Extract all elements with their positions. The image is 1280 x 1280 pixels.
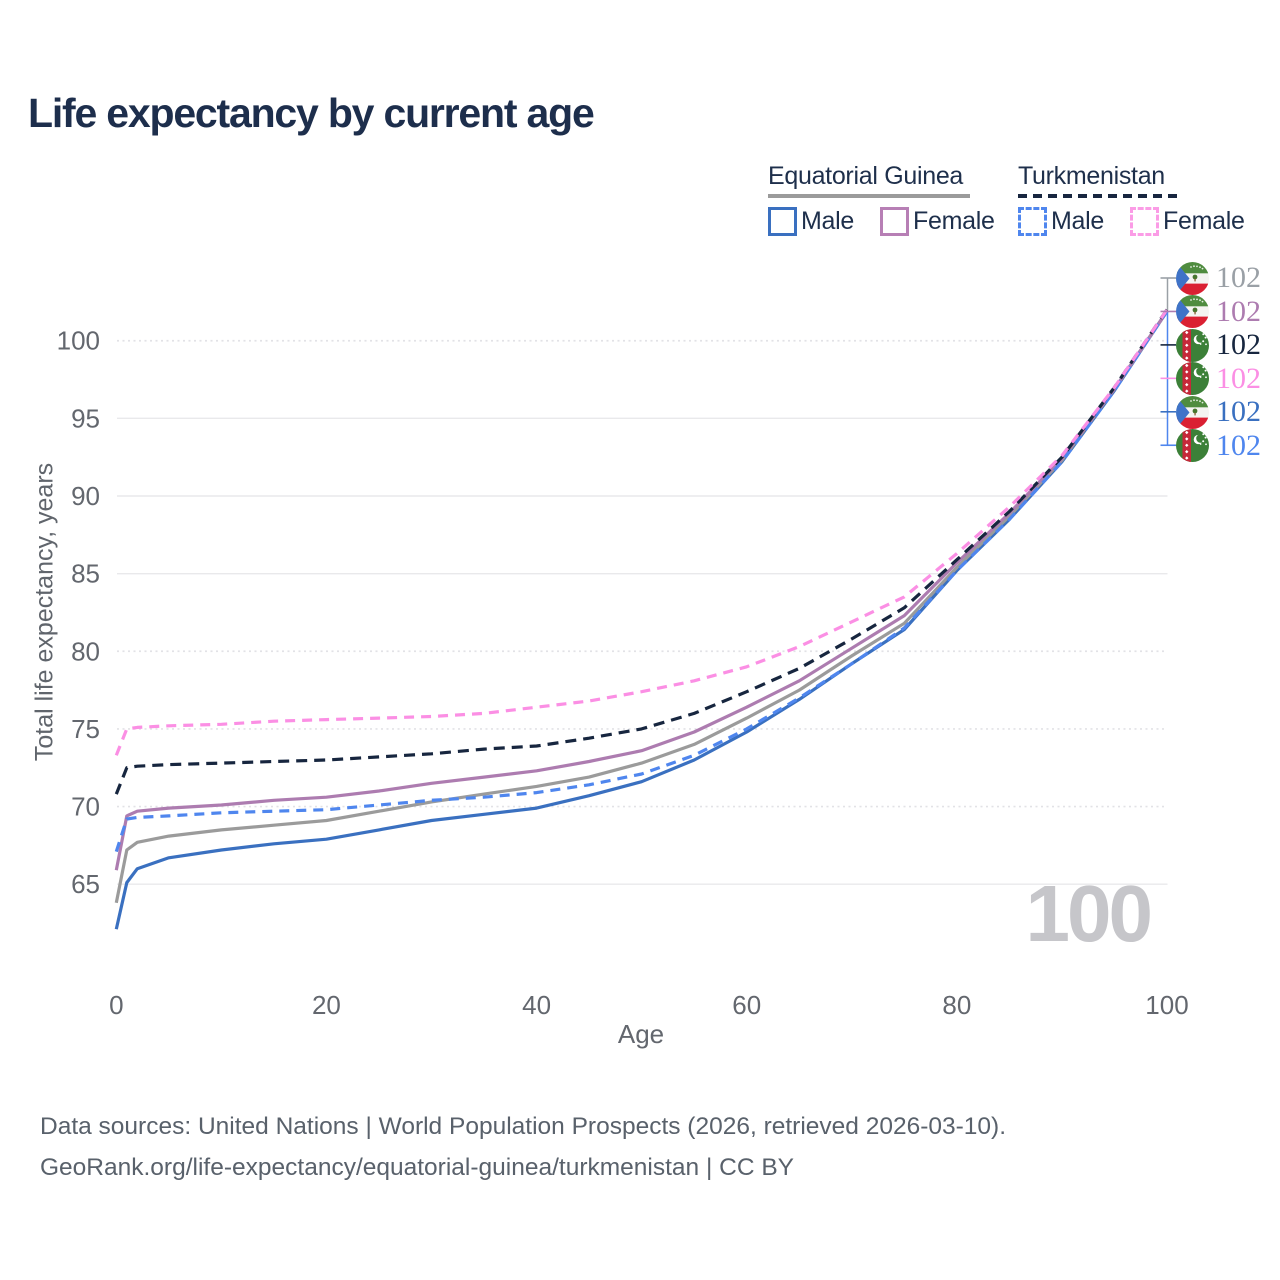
series-line-gq-male [114,310,1169,930]
y-tick-label: 100 [57,326,100,356]
end-value: 102 [1216,328,1261,362]
legend-group-label: Equatorial Guinea [768,162,964,190]
x-tick-label: 80 [942,990,971,1020]
y-tick-label: 90 [71,481,100,511]
end-value: 102 [1216,361,1261,395]
legend-item-label: Female [913,207,995,235]
end-value: 102 [1216,428,1261,462]
y-tick-label: 85 [71,559,100,589]
end-value: 102 [1216,395,1261,429]
x-axis-title: Age [618,1019,664,1049]
legend-item-tm-female[interactable]: Female [1130,207,1245,236]
legend-group-title-turkmenistan[interactable]: Turkmenistan [1018,162,1271,198]
end-value: 102 [1216,261,1261,295]
y-tick-label: 75 [71,714,100,744]
x-tick-label: 100 [1145,990,1188,1020]
equatorial-guinea-flag-icon [1176,295,1209,328]
equatorial-guinea-flag-icon [1176,396,1209,429]
tm-female-swatch-icon [1130,207,1159,236]
series-line-gq-total [114,310,1169,904]
gq-female-swatch-icon [880,207,909,236]
series-line-tm-total [114,308,1169,795]
footer: Data sources: United Nations | World Pop… [40,1106,1006,1188]
y-tick-label: 65 [71,869,100,899]
solid-line-sample [768,194,970,198]
end-label-tm-female: 102 [1176,362,1261,396]
data-sources-text: Data sources: United Nations | World Pop… [40,1113,1007,1140]
y-tick-label: 70 [71,792,100,822]
legend-group-turkmenistan: Turkmenistan Male Female [1018,162,1271,236]
legend-group-equatorial-guinea: Equatorial Guinea Male Female [768,162,1021,236]
series-line-tm-female [114,308,1169,756]
legend-group-title-equatorial-guinea[interactable]: Equatorial Guinea [768,162,1021,198]
y-tick-label: 80 [71,636,100,666]
end-label-tm-total: 102 [1176,328,1261,362]
tm-male-swatch-icon [1018,207,1047,236]
age-watermark: 100 [1026,869,1151,958]
end-label-gq-total: 102 [1176,261,1261,295]
x-tick-label: 60 [732,990,761,1020]
end-label-gq-female: 102 [1176,295,1261,329]
legend-item-label: Male [1051,207,1104,235]
end-label-tm-male: 102 [1176,429,1261,463]
page-title: Life expectancy by current age [28,90,595,136]
legend-item-gq-female[interactable]: Female [880,207,995,236]
turkmenistan-flag-icon [1176,362,1209,395]
end-value: 102 [1216,294,1261,328]
x-tick-label: 20 [312,990,341,1020]
y-tick-label: 95 [71,403,100,433]
legend-item-gq-male[interactable]: Male [768,207,854,236]
end-label-gq-male: 102 [1176,395,1261,429]
legend-group-label: Turkmenistan [1018,162,1165,190]
gq-male-swatch-icon [768,207,797,236]
turkmenistan-flag-icon [1176,329,1209,362]
legend-item-label: Female [1163,207,1245,235]
x-tick-label: 40 [522,990,551,1020]
turkmenistan-flag-icon [1176,429,1209,462]
attribution-text: GeoRank.org/life-expectancy/equatorial-g… [40,1154,794,1181]
legend-item-label: Male [801,207,854,235]
dashed-line-sample [1018,194,1180,198]
series-line-gq-female [114,310,1169,871]
equatorial-guinea-flag-icon [1176,262,1209,295]
x-tick-label: 0 [109,990,123,1020]
legend-item-tm-male[interactable]: Male [1018,207,1104,236]
series-line-tm-male [114,310,1169,853]
